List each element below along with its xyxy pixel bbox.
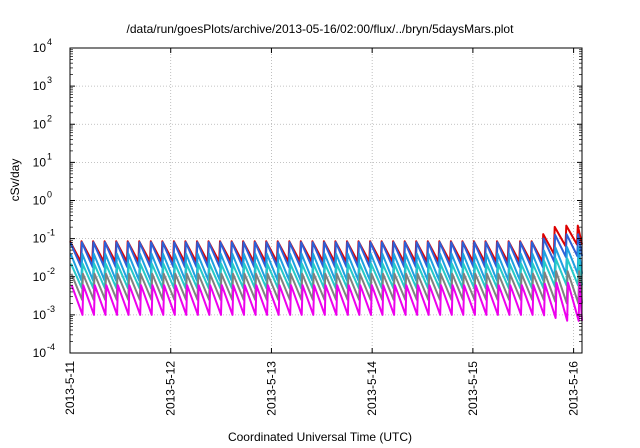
x-tick-label: 2013-5-14	[365, 361, 379, 416]
y-tick-exponent: 3	[47, 75, 52, 85]
y-tick-label: 10	[33, 232, 47, 246]
y-tick-exponent: 0	[47, 190, 52, 200]
y-tick-label: 10	[33, 194, 47, 208]
x-tick-label: 2013-5-15	[466, 361, 480, 416]
y-tick-exponent: -1	[47, 228, 55, 238]
y-tick-exponent: -2	[47, 266, 55, 276]
y-tick-label: 10	[33, 308, 47, 322]
series-line-5	[70, 270, 583, 305]
x-axis-label: Coordinated Universal Time (UTC)	[227, 430, 413, 444]
y-tick-label: 10	[33, 79, 47, 93]
y-tick-label: 10	[33, 346, 47, 360]
y-tick-label: 10	[33, 117, 47, 131]
series-group	[69, 224, 583, 322]
y-tick-label: 10	[33, 41, 47, 55]
x-tick-label: 2013-5-16	[567, 361, 581, 416]
x-tick-label: 2013-5-12	[164, 361, 178, 416]
series-line-6	[70, 281, 583, 322]
y-tick-label: 10	[33, 270, 47, 284]
series-line-3	[69, 246, 583, 282]
chart-title: /data/run/goesPlots/archive/2013-05-16/0…	[126, 22, 514, 36]
x-tick-label: 2013-5-13	[264, 361, 278, 416]
y-tick-exponent: 2	[47, 113, 52, 123]
y-tick-exponent: 4	[47, 37, 52, 47]
y-tick-exponent: 1	[47, 151, 52, 161]
series-line-4	[70, 257, 583, 290]
y-tick-exponent: -3	[47, 304, 55, 314]
series-line-2	[69, 233, 583, 268]
y-axis-label: cSv/day	[8, 158, 22, 202]
y-tick-exponent: -4	[47, 342, 55, 352]
x-tick-label: 2013-5-11	[63, 361, 77, 415]
y-tick-label: 10	[33, 155, 47, 169]
